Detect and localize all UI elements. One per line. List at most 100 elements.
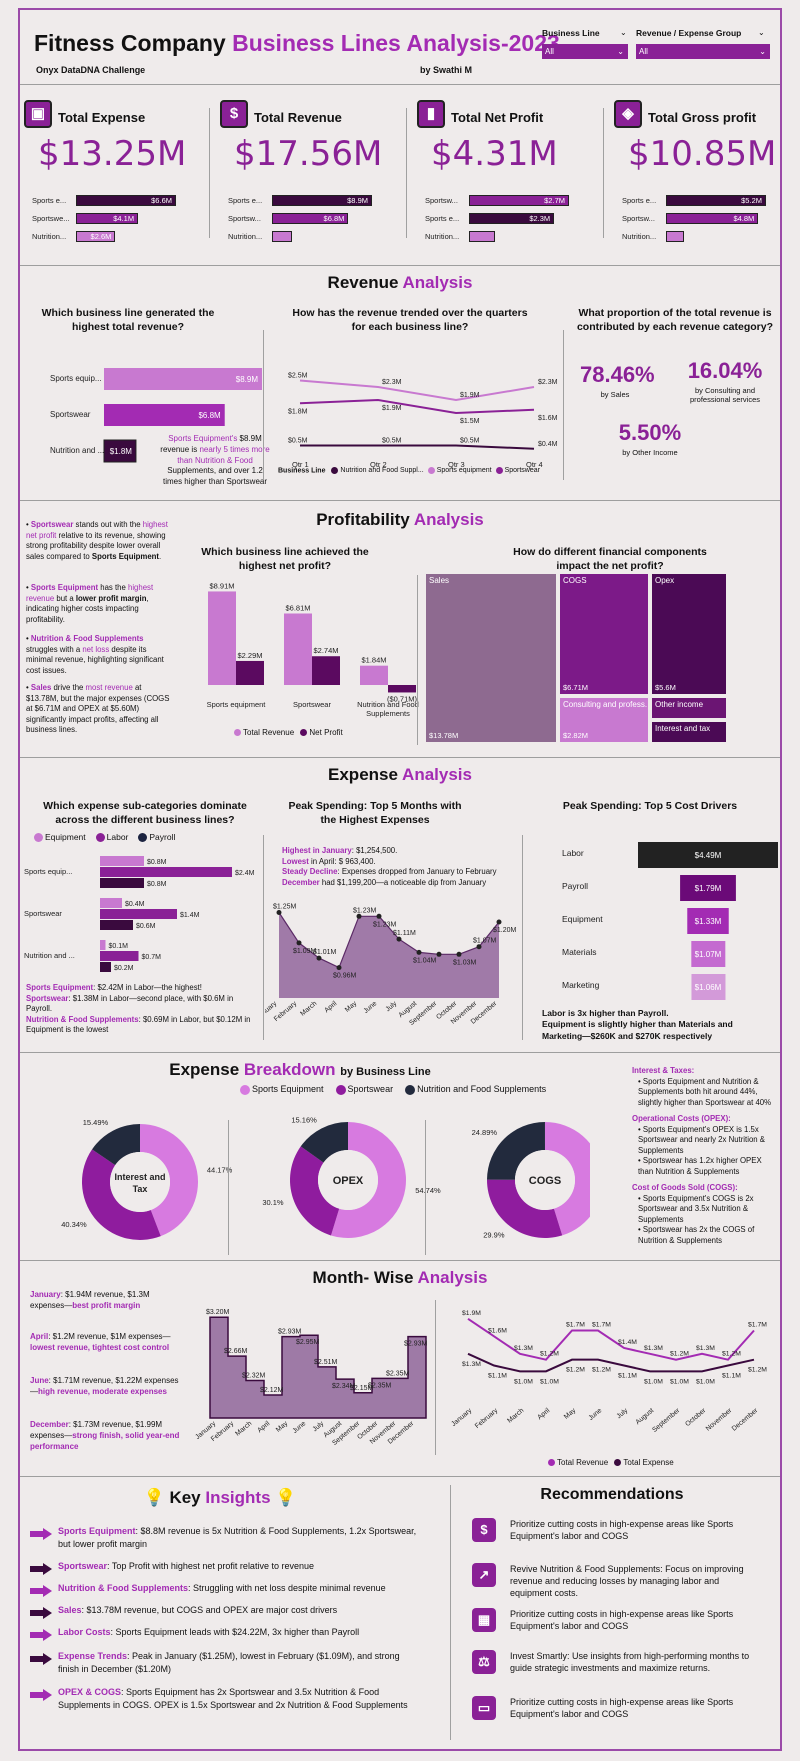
insight-b: : $8.8M revenue is 5x Nutrition & Food S… [58, 1526, 417, 1549]
kpi-bar: $2.6M [76, 231, 116, 242]
tick-label: May [344, 1000, 359, 1014]
bar [100, 951, 139, 961]
building-icon: ▦ [472, 1608, 496, 1632]
insight-b: : Sports Equipment leads with $24.22M, 3… [110, 1627, 360, 1637]
funnel-bar [638, 842, 778, 868]
sub-note: Sports Equipment: $2.42M in Labor—the hi… [26, 983, 261, 994]
divider [450, 1485, 451, 1740]
category-label: Materials [562, 947, 596, 957]
tick-label: July [312, 1420, 326, 1434]
kpi-bar-label: Nutrition... [425, 232, 460, 241]
point [436, 951, 442, 957]
note-b: : $1,254,500. [351, 846, 398, 855]
bar [388, 685, 416, 693]
data-label: $1.0M [670, 1378, 689, 1385]
kpi-bar-label: Nutrition... [622, 232, 657, 241]
area-line [278, 912, 500, 969]
value-label: $6.8M [198, 411, 221, 420]
treemap-value: $5.6M [655, 683, 676, 692]
tick-label: February [273, 1000, 299, 1023]
note-a: Highest in January [282, 846, 352, 855]
data-label: $1.9M [382, 405, 402, 412]
data-label: $0.5M [382, 438, 402, 445]
note-b: : $0.69M in Labor, but $0.12M in Equipme… [26, 1014, 251, 1035]
data-label: $1.3M [462, 1361, 481, 1368]
divider [406, 108, 407, 238]
kpi-title: Total Expense [58, 110, 146, 125]
value-label: $0.8M [147, 859, 167, 866]
money-coins-icon: $ [472, 1518, 496, 1542]
profit-bullet: • Sportswear stands out with the highest… [26, 520, 174, 562]
insight-b: : Top Profit with highest net profit rel… [107, 1561, 314, 1571]
value-label: $1.84M [361, 656, 386, 665]
point [296, 940, 302, 946]
legend-dot [548, 1459, 555, 1467]
category-label: Marketing [562, 980, 600, 990]
point [396, 936, 402, 942]
arrow-icon [30, 1584, 52, 1597]
divider [20, 1052, 780, 1053]
bar [236, 660, 264, 685]
recommendation-item: Prioritize cutting costs in high-expense… [510, 1609, 734, 1632]
data-label: $1.23M [353, 907, 377, 914]
data-label: $0.4M [538, 441, 558, 448]
note-a: Nutrition & Food Supplements [26, 1014, 139, 1024]
month-legend: Total Revenue Total Expense [548, 1458, 674, 1467]
tick-label: March [299, 1000, 318, 1018]
treemap-cell: Other income [651, 697, 727, 719]
note-a: Steady Decline [282, 867, 338, 877]
page-title: Fitness Company Business Lines Analysis-… [34, 30, 560, 57]
bullet-a: Sales [30, 683, 52, 692]
note-item: • Sportswear has 1.2x higher OPEX than N… [638, 1156, 762, 1176]
arrow-icon [30, 1527, 52, 1540]
bullet-c: highest net profit [26, 520, 168, 540]
legend-b: Total Expense [623, 1458, 674, 1467]
insight-a: OPEX & COGS [58, 1687, 122, 1697]
arrow-icon [30, 1562, 52, 1575]
title-purple: Business Lines Analysis-2023 [232, 30, 560, 56]
note-item: • Sportswear has 2x the COGS of Nutritio… [638, 1225, 755, 1245]
data-label: $1.09M [293, 948, 317, 955]
kpi-title: Total Gross profit [648, 110, 757, 125]
recommendations-title: Recommendations [540, 1486, 684, 1503]
point [456, 951, 462, 957]
note-b: had $1,199,200—a noticeable dip from Jan… [319, 877, 487, 887]
arrow-icon [30, 1688, 52, 1701]
value-label: $2.4M [235, 870, 255, 877]
kpi-bar-label: Sportsw... [425, 196, 458, 205]
profit-section-title: Profitability Analysis [20, 510, 780, 530]
filter-group[interactable]: All ⌄ [636, 44, 770, 59]
bullet-d: but a [54, 593, 76, 603]
insight-a: Expense Trends [58, 1651, 128, 1661]
peak-note: Highest in January: $1,254,500. [282, 846, 517, 857]
point [316, 955, 322, 961]
treemap-label: Sales [429, 576, 450, 585]
treemap-cell: Sales $13.78M [425, 573, 557, 743]
data-label: $2.35M [368, 1382, 392, 1389]
value-label: $6.81M [285, 603, 310, 612]
title-b: Analysis [402, 273, 473, 292]
filter-business-line[interactable]: All ⌄ [542, 44, 628, 59]
insights-title: 💡 Key Insights 💡 [20, 1488, 420, 1508]
bullet-dot: • [26, 683, 31, 692]
data-label: $1.7M [748, 1322, 767, 1329]
tick-label: Qtr 1 [292, 460, 309, 469]
revenue-section-title: Revenue Analysis [20, 273, 780, 293]
chevron-down-icon: ⌄ [617, 47, 624, 56]
note-c: high revenue, moderate expenses [38, 1386, 167, 1396]
treemap-cell: Opex $5.6M [651, 573, 727, 695]
donut-slice [487, 1179, 563, 1238]
donut-slice [330, 1122, 406, 1238]
bar [100, 856, 144, 866]
peak-note: Lowest in April: $ 963,400. [282, 857, 517, 868]
tick-label: January [450, 1407, 473, 1428]
insight-item: Sportswear: Top Profit with highest net … [58, 1560, 418, 1573]
kpi-bar [272, 231, 293, 242]
tick-label: June [291, 1420, 307, 1435]
recommendation-item: Prioritize cutting costs in high-expense… [510, 1519, 734, 1542]
pct-value: 5.50% [618, 420, 682, 445]
pct-label: by Sales [600, 390, 630, 399]
value-label: $1.79M [695, 884, 722, 893]
pct-value: 16.04% [687, 358, 763, 383]
treemap-label: Other income [655, 700, 704, 709]
